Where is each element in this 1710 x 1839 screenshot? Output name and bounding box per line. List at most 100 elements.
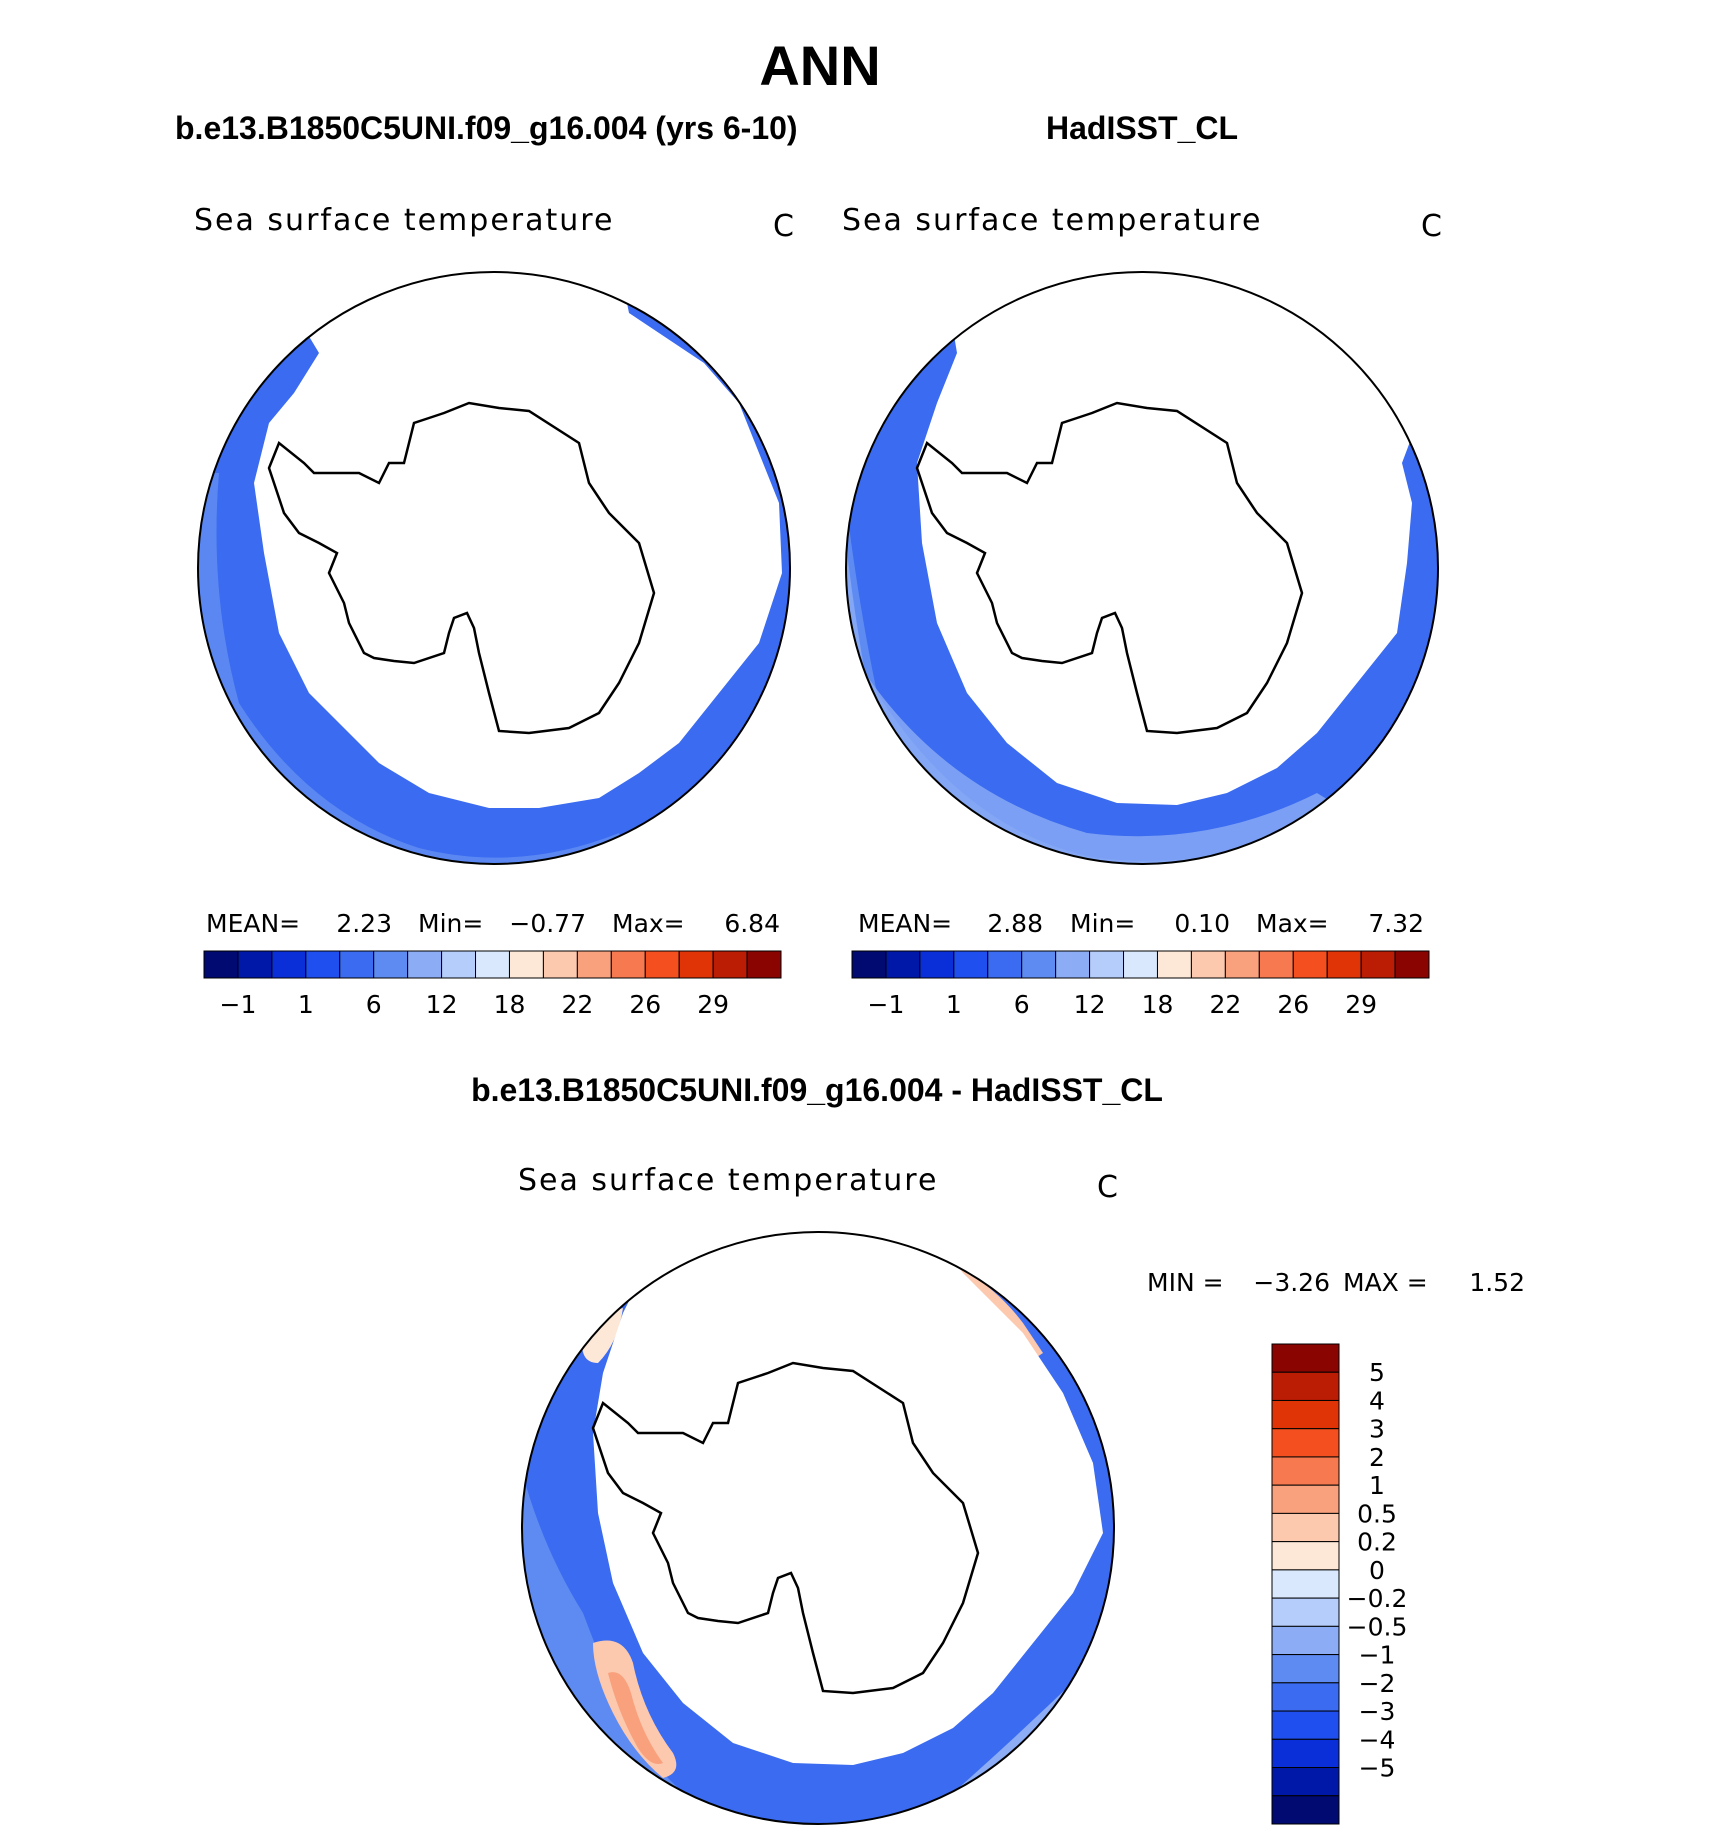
model-colorbar-box xyxy=(644,950,680,979)
diff-colorbar-box xyxy=(1271,1795,1340,1825)
obs-colorbar-box xyxy=(1360,950,1396,979)
model-map-units: C xyxy=(773,209,794,244)
model-sea-ice xyxy=(254,272,782,808)
diff-antarctica-coast xyxy=(591,1361,980,1695)
obs-colorbar-box xyxy=(987,950,1023,979)
model-colorbar-tick-label: −1 xyxy=(220,990,257,1019)
obs-colorbar-box xyxy=(851,950,887,979)
model-colorbar-tick-label: 18 xyxy=(494,990,526,1019)
model-colorbar-tick-label: 12 xyxy=(426,990,458,1019)
diff-colorbar-tick-label: −1 xyxy=(1359,1641,1396,1670)
diff-colorbar-tick-label: −3 xyxy=(1359,1697,1396,1726)
obs-min-value: 0.10 xyxy=(1174,909,1230,938)
diff-panel: Sea surface temperature C MIN = −3.26 MA… xyxy=(518,1163,1525,1825)
diff-max-value: 1.52 xyxy=(1469,1268,1525,1297)
model-stats: MEAN= 2.23 Min= −0.77 Max= 6.84 xyxy=(206,909,780,938)
obs-map xyxy=(845,271,1439,865)
diff-positive-patch-nw xyxy=(582,1308,623,1363)
diff-map-units: C xyxy=(1097,1170,1118,1205)
diff-colorbar-box xyxy=(1271,1343,1340,1373)
diff-colorbar-tick-label: 0.5 xyxy=(1357,1499,1397,1528)
model-colorbar-tick-label: 6 xyxy=(366,990,382,1019)
model-max-value: 6.84 xyxy=(724,909,780,938)
diff-panel-title: b.e13.B1850C5UNI.f09_g16.004 - HadISST_C… xyxy=(471,1072,1163,1108)
obs-map-units: C xyxy=(1421,209,1442,244)
diff-colorbar-tick-label: 0.2 xyxy=(1357,1528,1397,1557)
model-colorbar-box xyxy=(576,950,612,979)
obs-colorbar-tick-label: 6 xyxy=(1014,990,1030,1019)
model-colorbar-tick-label: 22 xyxy=(561,990,593,1019)
model-colorbar-tick-label: 29 xyxy=(697,990,729,1019)
diff-colorbar-box xyxy=(1271,1597,1340,1627)
obs-map-title: Sea surface temperature xyxy=(842,203,1262,238)
diff-colorbar-tick-label: 4 xyxy=(1369,1386,1385,1415)
obs-panel-title: HadISST_CL xyxy=(1046,110,1238,146)
diff-colorbar-box xyxy=(1271,1371,1340,1401)
model-colorbar-box xyxy=(305,950,341,979)
obs-colorbar: −1 1 6 12 18 22 26 29 xyxy=(851,950,1430,1019)
obs-antarctica-coast xyxy=(915,401,1304,735)
obs-colorbar-box xyxy=(1326,950,1362,979)
diff-colorbar-tick-label: −5 xyxy=(1359,1754,1396,1783)
diff-colorbar-box xyxy=(1271,1428,1340,1458)
obs-colorbar-box xyxy=(1089,950,1125,979)
diff-colorbar-tick-label: −2 xyxy=(1359,1669,1396,1698)
model-min-label: Min= xyxy=(418,909,483,938)
model-panel: Sea surface temperature C MEAN= 2.23 Min… xyxy=(194,203,794,1019)
obs-colorbar-box xyxy=(1156,950,1192,979)
model-colorbar-box xyxy=(508,950,544,979)
obs-colorbar-tick-label: −1 xyxy=(868,990,905,1019)
diff-colorbar-box xyxy=(1271,1710,1340,1740)
model-colorbar-box xyxy=(441,950,477,979)
obs-colorbar-box xyxy=(1190,950,1226,979)
model-colorbar-box xyxy=(339,950,375,979)
obs-panel: Sea surface temperature C MEAN= 2.88 Min… xyxy=(842,203,1442,1019)
diff-stats: MIN = −3.26 MAX = 1.52 xyxy=(1147,1268,1525,1297)
diff-colorbar-box xyxy=(1271,1512,1340,1543)
obs-colorbar-box xyxy=(1258,950,1294,979)
diff-colorbar-tick-label: 2 xyxy=(1369,1443,1385,1472)
model-colorbar-tick-label: 1 xyxy=(298,990,314,1019)
model-map xyxy=(197,271,791,865)
obs-colorbar-box xyxy=(885,950,921,979)
obs-map-boundary xyxy=(845,271,1439,865)
obs-colorbar-box xyxy=(1123,950,1158,979)
diff-colorbar-tick-label: −4 xyxy=(1359,1725,1396,1754)
obs-max-label: Max= xyxy=(1256,909,1329,938)
obs-colorbar-box xyxy=(1292,950,1328,979)
diff-colorbar-tick-label: −0.2 xyxy=(1347,1584,1408,1613)
obs-mean-value: 2.88 xyxy=(987,909,1043,938)
model-panel-title: b.e13.B1850C5UNI.f09_g16.004 (yrs 6-10) xyxy=(175,110,798,146)
obs-colorbar-box xyxy=(1055,950,1091,979)
obs-max-value: 7.32 xyxy=(1368,909,1424,938)
obs-colorbar-tick-label: 26 xyxy=(1277,990,1309,1019)
diff-colorbar-tick-label: 1 xyxy=(1369,1471,1385,1500)
diff-colorbar-box xyxy=(1271,1654,1340,1684)
diff-colorbar-box xyxy=(1271,1625,1340,1656)
model-mean-label: MEAN= xyxy=(206,909,300,938)
model-colorbar-box xyxy=(271,950,307,979)
model-colorbar-box xyxy=(610,950,646,979)
diff-missing-mask xyxy=(593,1232,1103,1765)
diff-colorbar-box xyxy=(1271,1399,1340,1430)
diff-max-label: MAX = xyxy=(1343,1268,1428,1297)
obs-sea-ice xyxy=(917,272,1417,805)
diff-positive-core-sw xyxy=(608,1672,663,1764)
model-colorbar: −1 1 6 12 18 22 26 29 xyxy=(203,950,782,1019)
obs-mean-label: MEAN= xyxy=(858,909,952,938)
model-colorbar-box xyxy=(542,950,578,979)
obs-colorbar-box xyxy=(1021,950,1057,979)
model-colorbar-box xyxy=(203,950,239,979)
obs-colorbar-tick-label: 29 xyxy=(1345,990,1377,1019)
diff-min-label: MIN = xyxy=(1147,1268,1224,1297)
model-colorbar-box xyxy=(678,950,714,979)
diff-colorbar-box xyxy=(1271,1738,1340,1769)
diff-colorbar-box xyxy=(1271,1569,1340,1599)
diff-colorbar-tick-label: 0 xyxy=(1369,1556,1385,1585)
diff-colorbar-box xyxy=(1271,1682,1340,1712)
diff-map-title: Sea surface temperature xyxy=(518,1163,938,1198)
model-colorbar-box xyxy=(237,950,273,979)
obs-colorbar-tick-label: 22 xyxy=(1209,990,1241,1019)
